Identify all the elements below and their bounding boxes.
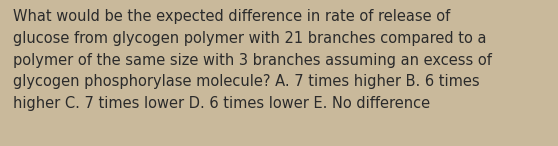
- Text: polymer of the same size with 3 branches assuming an excess of: polymer of the same size with 3 branches…: [13, 53, 492, 68]
- Text: What would be the expected difference in rate of release of: What would be the expected difference in…: [13, 9, 450, 24]
- Text: glucose from glycogen polymer with 21 branches compared to a: glucose from glycogen polymer with 21 br…: [13, 31, 487, 46]
- Text: higher C. 7 times lower D. 6 times lower E. No difference: higher C. 7 times lower D. 6 times lower…: [13, 96, 430, 111]
- Text: glycogen phosphorylase molecule? A. 7 times higher B. 6 times: glycogen phosphorylase molecule? A. 7 ti…: [13, 74, 480, 89]
